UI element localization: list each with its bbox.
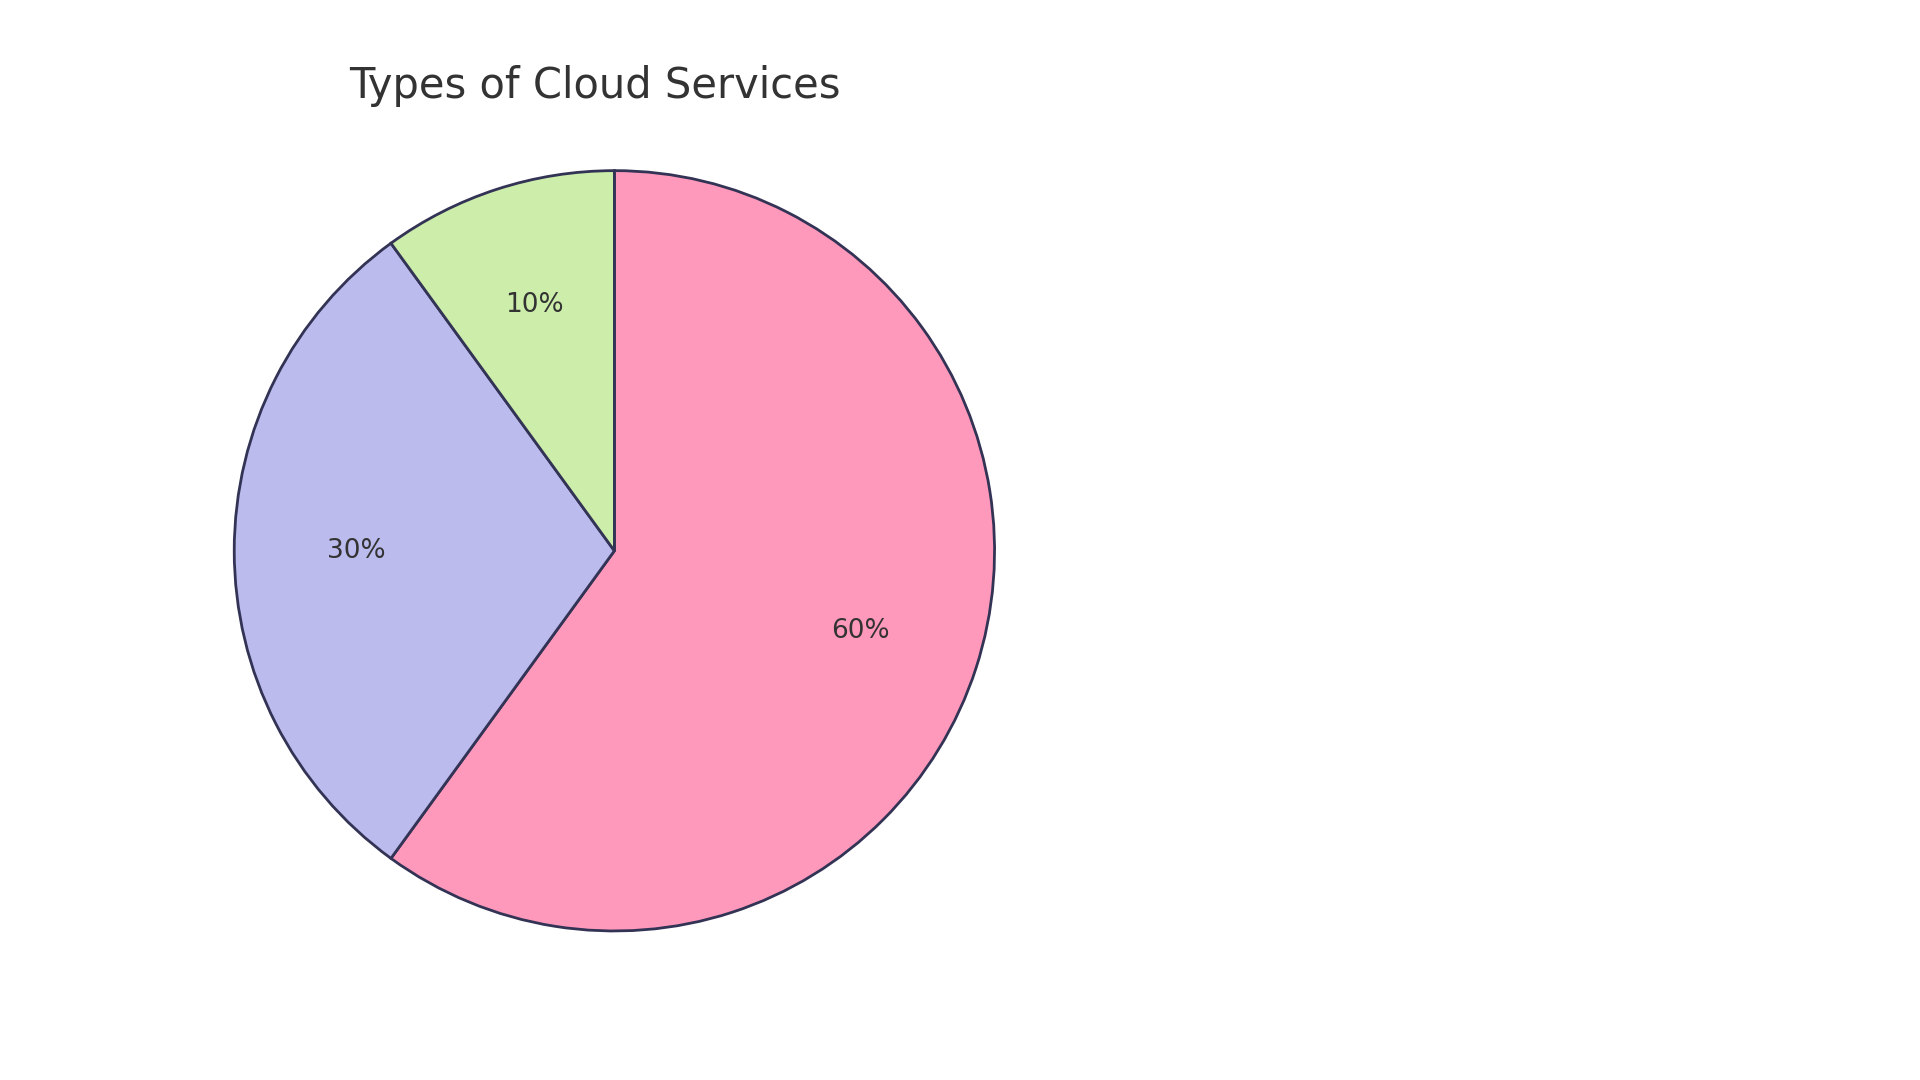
Text: 60%: 60%: [831, 618, 889, 644]
Wedge shape: [234, 243, 614, 859]
Text: 30%: 30%: [326, 538, 386, 564]
Legend: Software as a Service (SaaS), Platform as a Service (PaaS), Infrastructure as a : Software as a Service (SaaS), Platform a…: [1127, 474, 1597, 606]
Wedge shape: [392, 171, 614, 551]
Text: 10%: 10%: [505, 292, 564, 318]
Text: Types of Cloud Services: Types of Cloud Services: [349, 65, 841, 107]
Wedge shape: [392, 171, 995, 931]
